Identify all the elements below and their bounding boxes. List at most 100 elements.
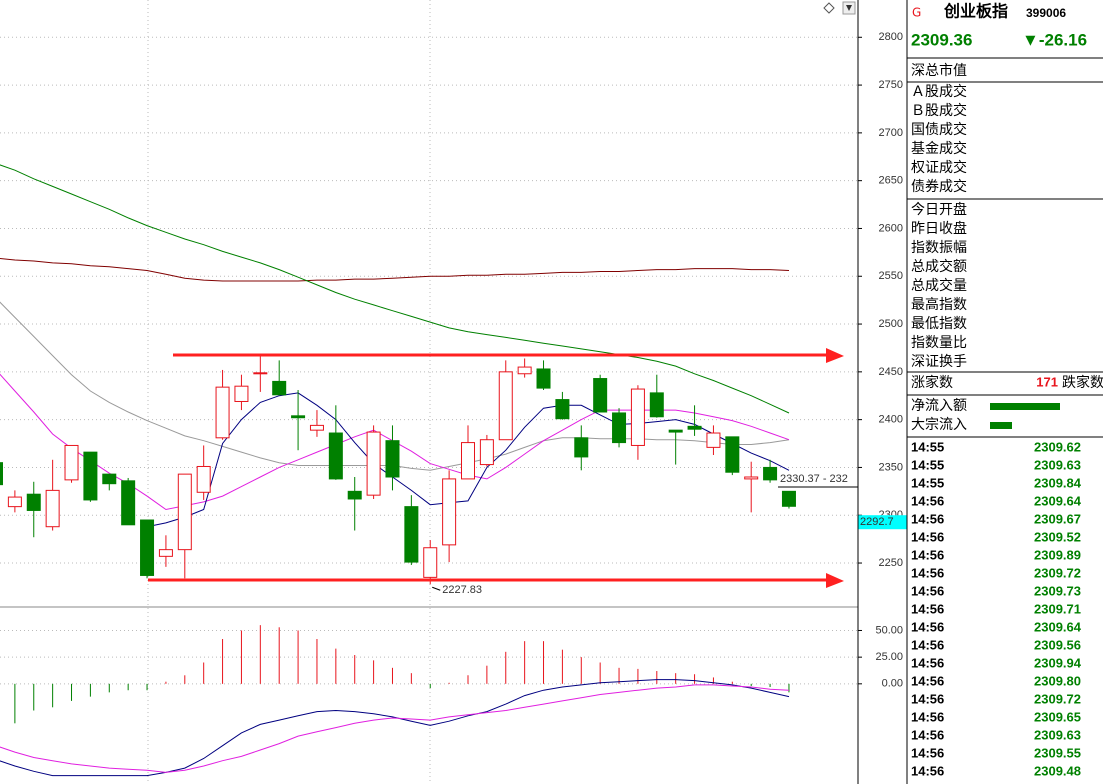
tick-price: 2309.72 — [1034, 565, 1081, 580]
candle-body — [423, 547, 438, 578]
advance-count: 171 — [1036, 374, 1058, 389]
candle-body — [706, 432, 721, 448]
tick-time: 14:56 — [911, 673, 944, 688]
tick-time: 14:56 — [911, 493, 944, 508]
tick-price: 2309.65 — [1034, 709, 1081, 724]
cursor-box — [858, 515, 907, 530]
field-label: 最低指数 — [911, 316, 967, 332]
candle-body — [121, 480, 136, 526]
tick-price: 2309.63 — [1034, 457, 1081, 472]
y-tick-label: 2350 — [879, 461, 903, 473]
y-tick-label: 2650 — [879, 175, 903, 187]
tick-price: 2309.55 — [1034, 745, 1081, 760]
tick-price: 2309.72 — [1034, 691, 1081, 706]
scroll-icon — [846, 5, 852, 11]
candle-body — [630, 388, 645, 446]
decline-label: 跌家数 — [1062, 374, 1103, 391]
y-tick-label: 2800 — [879, 31, 903, 43]
indicator-panel: 50.00 25.00 0.00 — [0, 624, 903, 777]
candle-body — [196, 465, 211, 493]
candle-body — [781, 490, 796, 507]
candle-body — [140, 519, 155, 576]
candle-body — [555, 399, 570, 420]
y-tick-label: 2550 — [879, 270, 903, 282]
y-tick-label: 2500 — [879, 318, 903, 330]
tick-price: 2309.67 — [1034, 511, 1081, 526]
tick-price: 2309.64 — [1034, 493, 1082, 508]
candle-body — [7, 496, 22, 508]
y-tick-label: 0.00 — [882, 678, 903, 690]
tick-price: 2309.94 — [1034, 655, 1082, 670]
index-code: 399006 — [1026, 6, 1066, 20]
tick-price: 2309.71 — [1034, 601, 1081, 616]
candle-body — [744, 476, 759, 480]
candle-body — [272, 380, 287, 396]
field-label: 总成交额 — [911, 258, 967, 275]
tick-time: 14:56 — [911, 529, 944, 544]
candle-body — [215, 386, 230, 439]
y-tick-label: 2450 — [879, 366, 903, 378]
toolbar-icon[interactable] — [823, 2, 835, 14]
tick-time: 14:55 — [911, 457, 944, 472]
tick-time: 14:56 — [911, 691, 944, 706]
indicator-line — [0, 164, 790, 414]
tick-time: 14:56 — [911, 763, 944, 778]
tick-price: 2309.52 — [1034, 529, 1081, 544]
quote-panel: G 创业板指 399006 2309.36 ▼-26.16 深总市值 涨家数 1… — [907, 2, 1103, 778]
tick-time: 14:56 — [911, 511, 944, 526]
tick-time: 14:56 — [911, 745, 944, 760]
tick-time: 14:56 — [911, 637, 944, 652]
tick-time: 14:56 — [911, 583, 944, 598]
tick-price: 2309.48 — [1034, 763, 1081, 778]
tick-price: 2309.73 — [1034, 583, 1081, 598]
tick-price: 2309.84 — [1034, 475, 1082, 490]
low-arrow — [432, 586, 441, 591]
candle-body — [328, 432, 343, 480]
field-label: 昨日收盘 — [911, 220, 967, 237]
trend-arrow — [173, 348, 844, 363]
flow-label: 大宗流入 — [911, 417, 967, 433]
flow-bar — [990, 422, 1012, 429]
candle-body — [291, 415, 306, 419]
tick-time: 14:56 — [911, 601, 944, 616]
field-label: 权证成交 — [911, 159, 967, 176]
y-tick-label: 2250 — [879, 557, 903, 569]
candle-body — [725, 436, 740, 473]
candle-body — [158, 549, 173, 557]
candle-body — [45, 489, 60, 528]
candle-body — [668, 429, 683, 433]
last-price: 2309.36 — [911, 30, 972, 49]
candle-body — [612, 412, 627, 444]
tick-time: 14:55 — [911, 475, 944, 490]
y-tick-label: 2400 — [879, 414, 903, 426]
tick-price: 2309.89 — [1034, 547, 1081, 562]
tick-time: 14:56 — [911, 547, 944, 562]
y-tick-label: 2700 — [879, 127, 903, 139]
y-tick-label: 50.00 — [875, 624, 903, 636]
candle-body — [64, 444, 79, 481]
field-label: 最高指数 — [911, 296, 967, 313]
candle-body — [498, 371, 513, 441]
candle-body — [593, 378, 608, 413]
y-tick-label: 25.00 — [875, 651, 903, 663]
candle-body — [461, 442, 475, 480]
indicator-line — [0, 679, 790, 777]
price-panel: 2250230023502400245025002550260026502700… — [0, 31, 907, 596]
tick-time: 14:56 — [911, 619, 944, 634]
candle-body — [574, 437, 589, 458]
y-tick-label: 2750 — [879, 79, 903, 91]
tick-price: 2309.62 — [1034, 439, 1081, 454]
candle-body — [517, 366, 532, 375]
tick-time: 14:56 — [911, 655, 944, 670]
tick-price: 2309.56 — [1034, 637, 1081, 652]
cursor-value: 2292.7 — [860, 516, 894, 528]
tick-price: 2309.80 — [1034, 673, 1081, 688]
field-label: 指数振幅 — [911, 240, 967, 256]
tick-time: 14:55 — [911, 439, 944, 454]
flow-label: 净流入额 — [911, 398, 967, 414]
candle-body — [763, 466, 778, 481]
field-label: Ｂ股成交 — [911, 102, 967, 119]
candle-body — [442, 478, 457, 546]
field-label: 指数量比 — [911, 335, 967, 351]
